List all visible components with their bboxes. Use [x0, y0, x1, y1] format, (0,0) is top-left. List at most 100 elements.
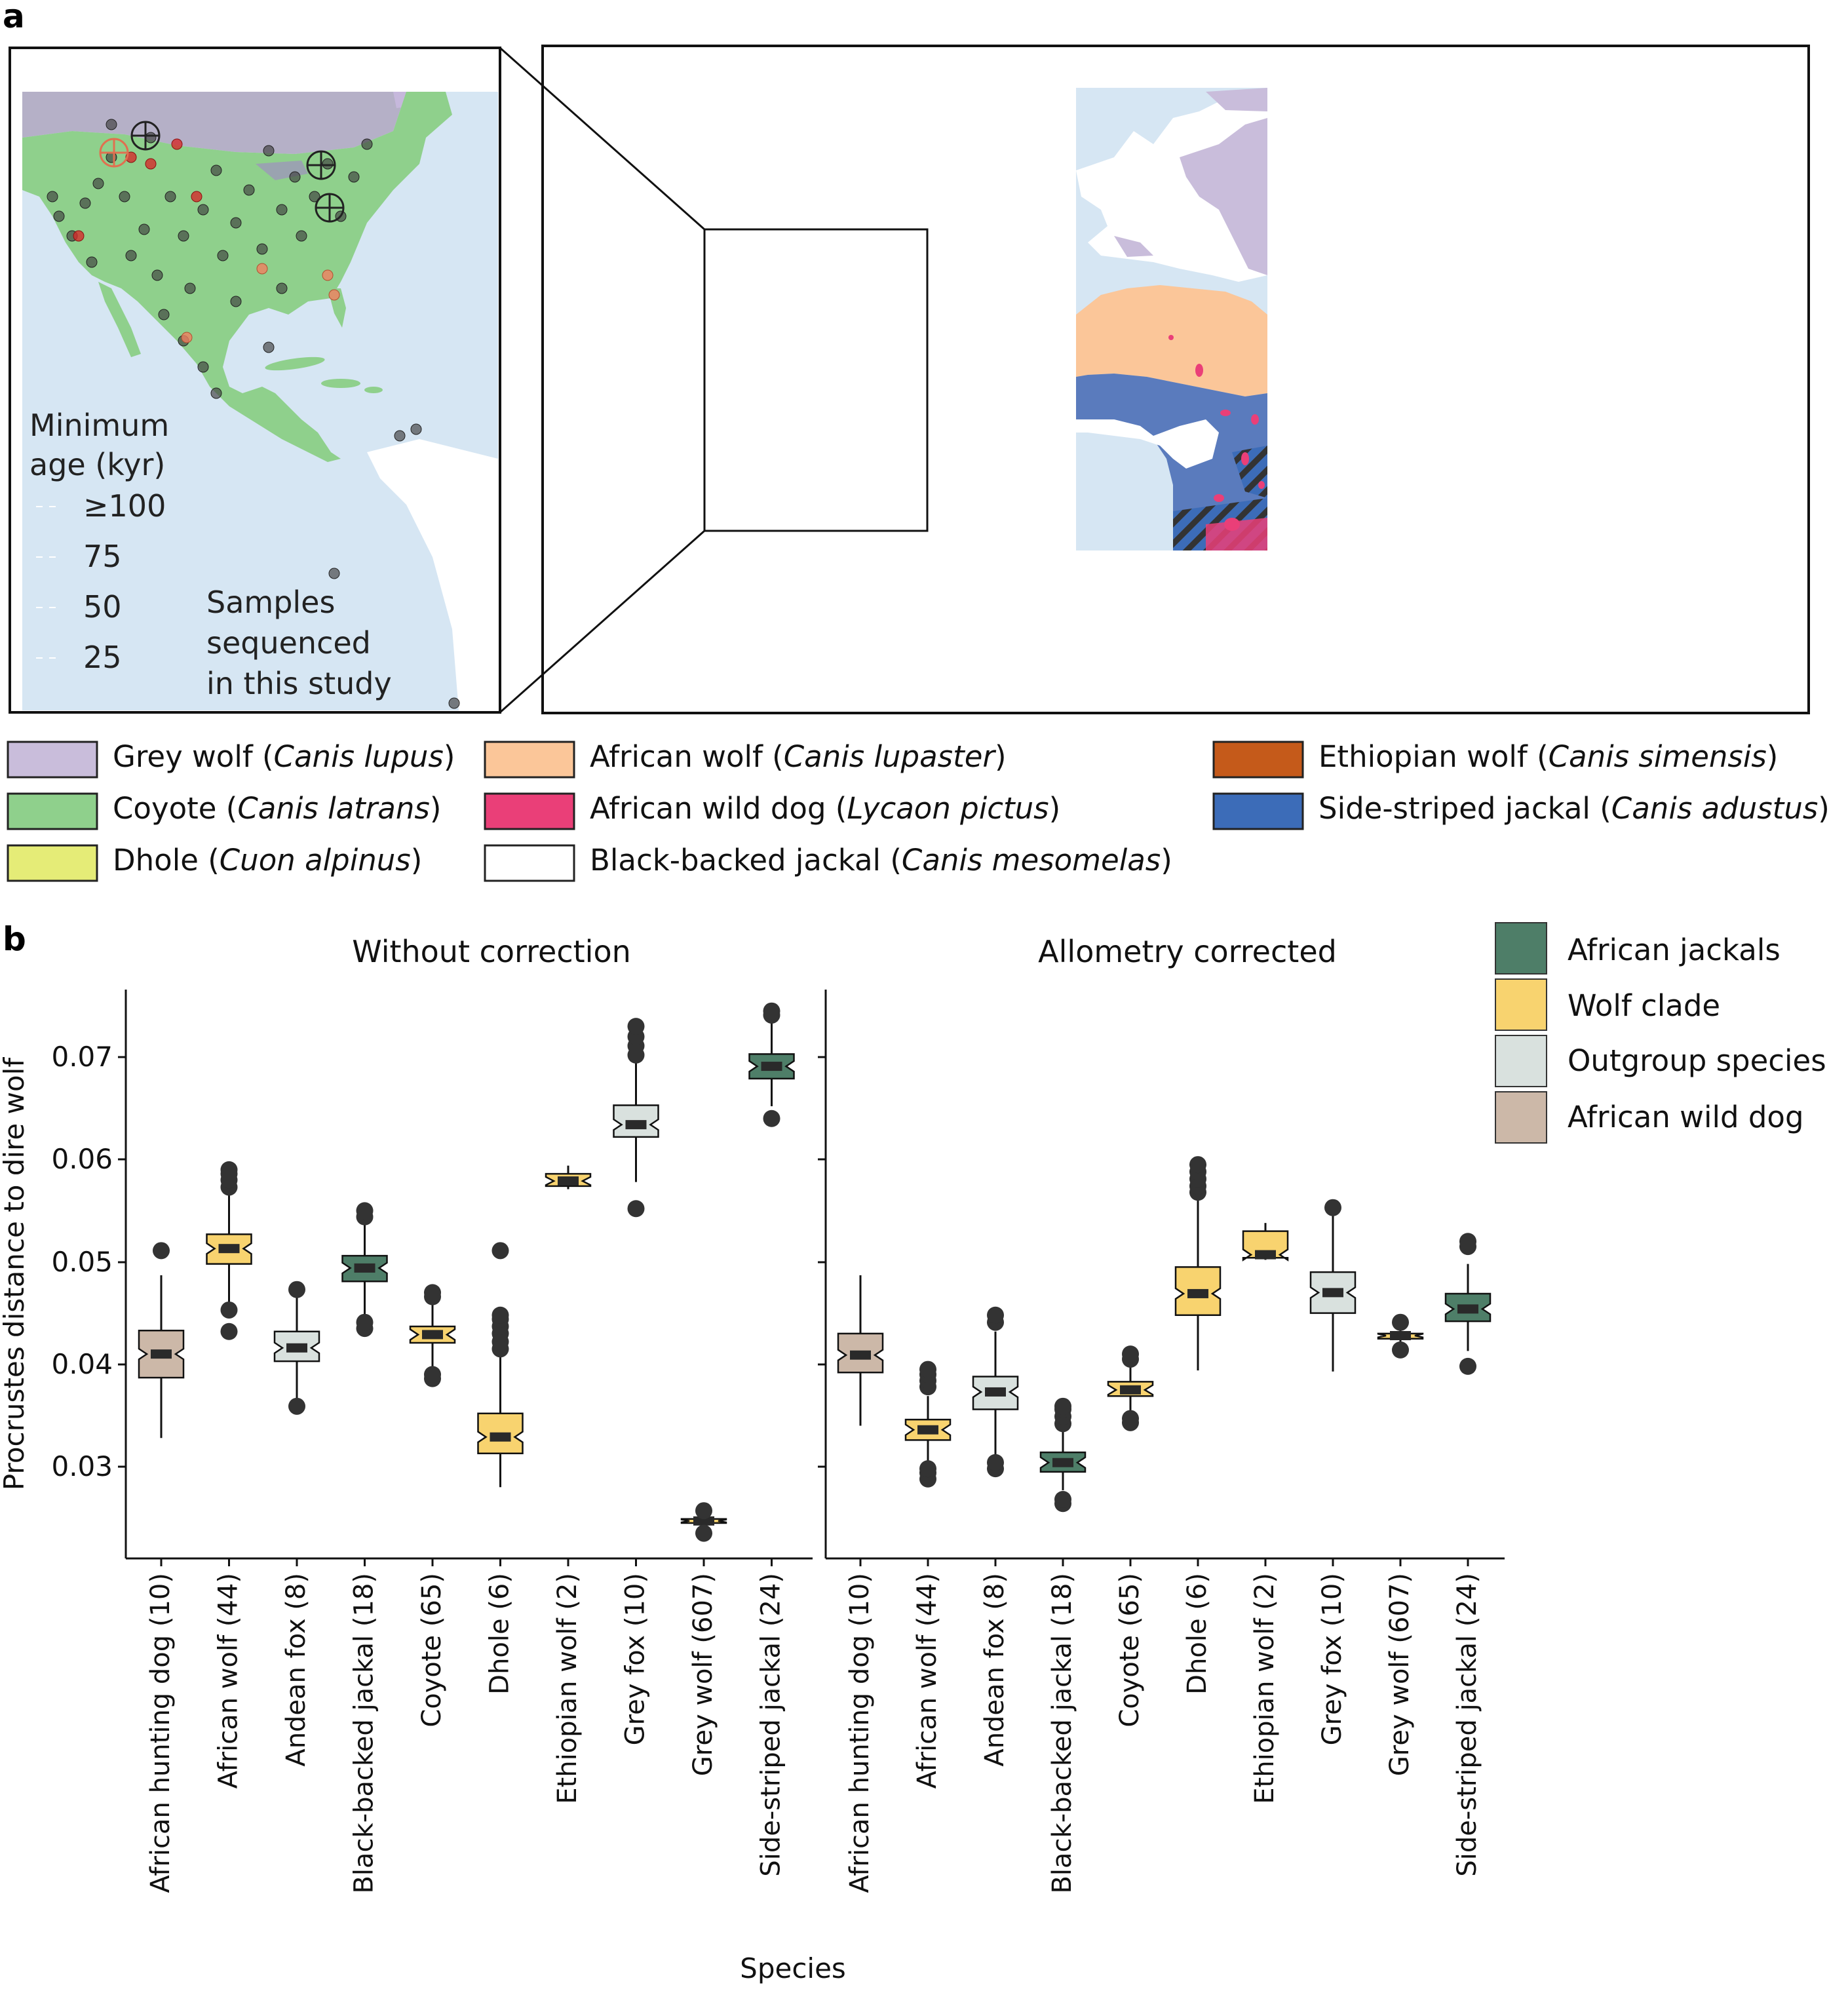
median-marker: [286, 1343, 307, 1353]
median-marker: [490, 1432, 511, 1442]
outlier-point: [627, 1200, 645, 1218]
outlier-point: [1054, 1491, 1071, 1508]
outlier-point: [627, 1018, 645, 1035]
box-left-2: [273, 1281, 320, 1415]
box-right-8: [1377, 1313, 1424, 1359]
outlier-point: [220, 1161, 238, 1178]
median-marker: [1052, 1458, 1073, 1467]
box-right-7: [1309, 1199, 1357, 1372]
outlier-point: [1459, 1233, 1476, 1250]
y-ticks: [118, 1056, 826, 1468]
box-left-3: [341, 1202, 388, 1338]
outlier-point: [491, 1306, 509, 1324]
category-label-left-1: African wolf (44): [214, 1573, 244, 1788]
median-marker: [1120, 1385, 1141, 1395]
svg-text:Ethiopian wolf (Canis simensis: Ethiopian wolf (Canis simensis): [1319, 739, 1778, 774]
svg-text:Side-striped jackal (Canis adu: Side-striped jackal (Canis adustus): [1319, 791, 1830, 826]
category-label-left-5: Dhole (6): [485, 1573, 515, 1695]
outlier-point: [356, 1313, 374, 1331]
group-label-african-wild-dog: African wild dog: [1568, 1100, 1804, 1134]
legend-item-dhole: Dhole (Cuon alpinus): [7, 843, 422, 882]
panel-b-letter: b: [3, 920, 26, 958]
outlier-point: [763, 1002, 780, 1020]
facet-axes-left: [125, 990, 813, 1560]
box-body: [1242, 1230, 1289, 1262]
median-marker: [422, 1330, 443, 1340]
group-swatch-outgroup-species: [1495, 1035, 1547, 1087]
svg-text:African wild dog (Lycaon pictu: African wild dog (Lycaon pictus): [590, 791, 1060, 826]
median-marker: [1457, 1304, 1478, 1314]
svg-text:Dhole (Cuon alpinus): Dhole (Cuon alpinus): [113, 843, 422, 878]
box-right-5: [1174, 1156, 1222, 1371]
category-label-right-4: Coyote (65): [1115, 1573, 1145, 1728]
y-axis-label: Procrustes distance to dire wolf: [0, 1057, 30, 1490]
category-label-right-6: Ethiopian wolf (2): [1250, 1573, 1280, 1804]
age-tick-25: 25: [83, 640, 122, 675]
median-marker: [151, 1349, 172, 1359]
category-label-left-6: Ethiopian wolf (2): [552, 1573, 583, 1804]
category-label-left-7: Grey fox (10): [621, 1573, 651, 1745]
boxplot-without-correction: [138, 1002, 795, 1542]
legend-item-coyote: Coyote (Canis latrans): [7, 791, 441, 830]
category-label-right-5: Dhole (6): [1182, 1573, 1212, 1695]
median-marker: [985, 1387, 1006, 1397]
category-label-right-1: African wolf (44): [912, 1573, 942, 1788]
box-left-7: [613, 1018, 659, 1218]
outlier-point: [1392, 1313, 1409, 1331]
outlier-point: [220, 1301, 238, 1319]
north-america-map: [22, 92, 498, 710]
median-marker: [558, 1176, 579, 1186]
svg-text:Black-backed jackal (Canis mes: Black-backed jackal (Canis mesomelas): [590, 843, 1172, 878]
samples-label-3: in this study: [206, 666, 392, 701]
svg-text:Grey wolf (Canis lupus): Grey wolf (Canis lupus): [113, 739, 455, 774]
category-label-left-2: Andean fox (8): [281, 1573, 311, 1767]
legend-swatch-ethiopian-wolf: [1212, 741, 1304, 779]
y-tick-label-005: 0.05: [51, 1246, 113, 1278]
outlier-point: [1122, 1345, 1139, 1363]
species-legend: Grey wolf (Canis lupus) Coyote (Canis la…: [7, 739, 1830, 882]
legend-swatch-grey-wolf: [7, 741, 98, 779]
outlier-point: [695, 1502, 712, 1520]
group-swatch-wolf-clade: [1495, 978, 1547, 1031]
outlier-point: [356, 1202, 374, 1220]
outlier-point: [288, 1281, 305, 1298]
y-tick-label-006: 0.06: [51, 1143, 113, 1175]
legend-swatch-coyote: [7, 792, 98, 830]
age-legend: ≥100 75 50 25: [36, 488, 166, 675]
panel-a-letter: a: [3, 0, 25, 35]
svg-text:African wolf (Canis lupaster): African wolf (Canis lupaster): [590, 739, 1007, 774]
median-marker: [1390, 1331, 1411, 1340]
group-swatch-african-wild-dog: [1495, 1091, 1547, 1144]
samples-label-2: sequenced: [206, 625, 371, 661]
box-right-0: [837, 1275, 884, 1426]
box-right-1: [904, 1361, 952, 1488]
outlier-point: [1459, 1357, 1476, 1375]
outlier-point: [153, 1242, 170, 1260]
category-label-left-3: Black-backed jackal (18): [349, 1573, 379, 1894]
inset-frame: [9, 47, 501, 714]
africa-frame: [541, 45, 1810, 714]
sample-points: [47, 119, 460, 709]
zoom-connector: [499, 47, 929, 714]
median-marker: [625, 1120, 647, 1130]
outlier-point: [987, 1454, 1004, 1471]
boxplot-allometry-corrected: [837, 1156, 1492, 1513]
legend-swatch-african-wolf: [484, 741, 575, 779]
median-marker: [354, 1263, 375, 1273]
box-left-0: [138, 1242, 185, 1439]
legend-swatch-black-backed-jackal: [484, 844, 575, 882]
box-right-6: [1242, 1223, 1289, 1262]
group-swatch-african-jackals: [1495, 922, 1547, 975]
legend-item-black-backed-jackal: Black-backed jackal (Canis mesomelas): [484, 843, 1172, 882]
category-label-right-0: African hunting dog (10): [845, 1573, 875, 1893]
legend-item-african-wolf: African wolf (Canis lupaster): [484, 739, 1007, 779]
box-left-5: [477, 1242, 524, 1488]
x-axis-label: Species: [740, 1952, 846, 1984]
samples-label-1: Samples: [206, 585, 335, 620]
median-marker: [1187, 1288, 1208, 1298]
median-marker: [693, 1516, 714, 1526]
box-right-3: [1039, 1397, 1087, 1513]
box-left-6: [545, 1165, 592, 1189]
legend-item-ethiopian-wolf: Ethiopian wolf (Canis simensis): [1212, 739, 1778, 779]
age-tick-75: 75: [83, 539, 122, 574]
